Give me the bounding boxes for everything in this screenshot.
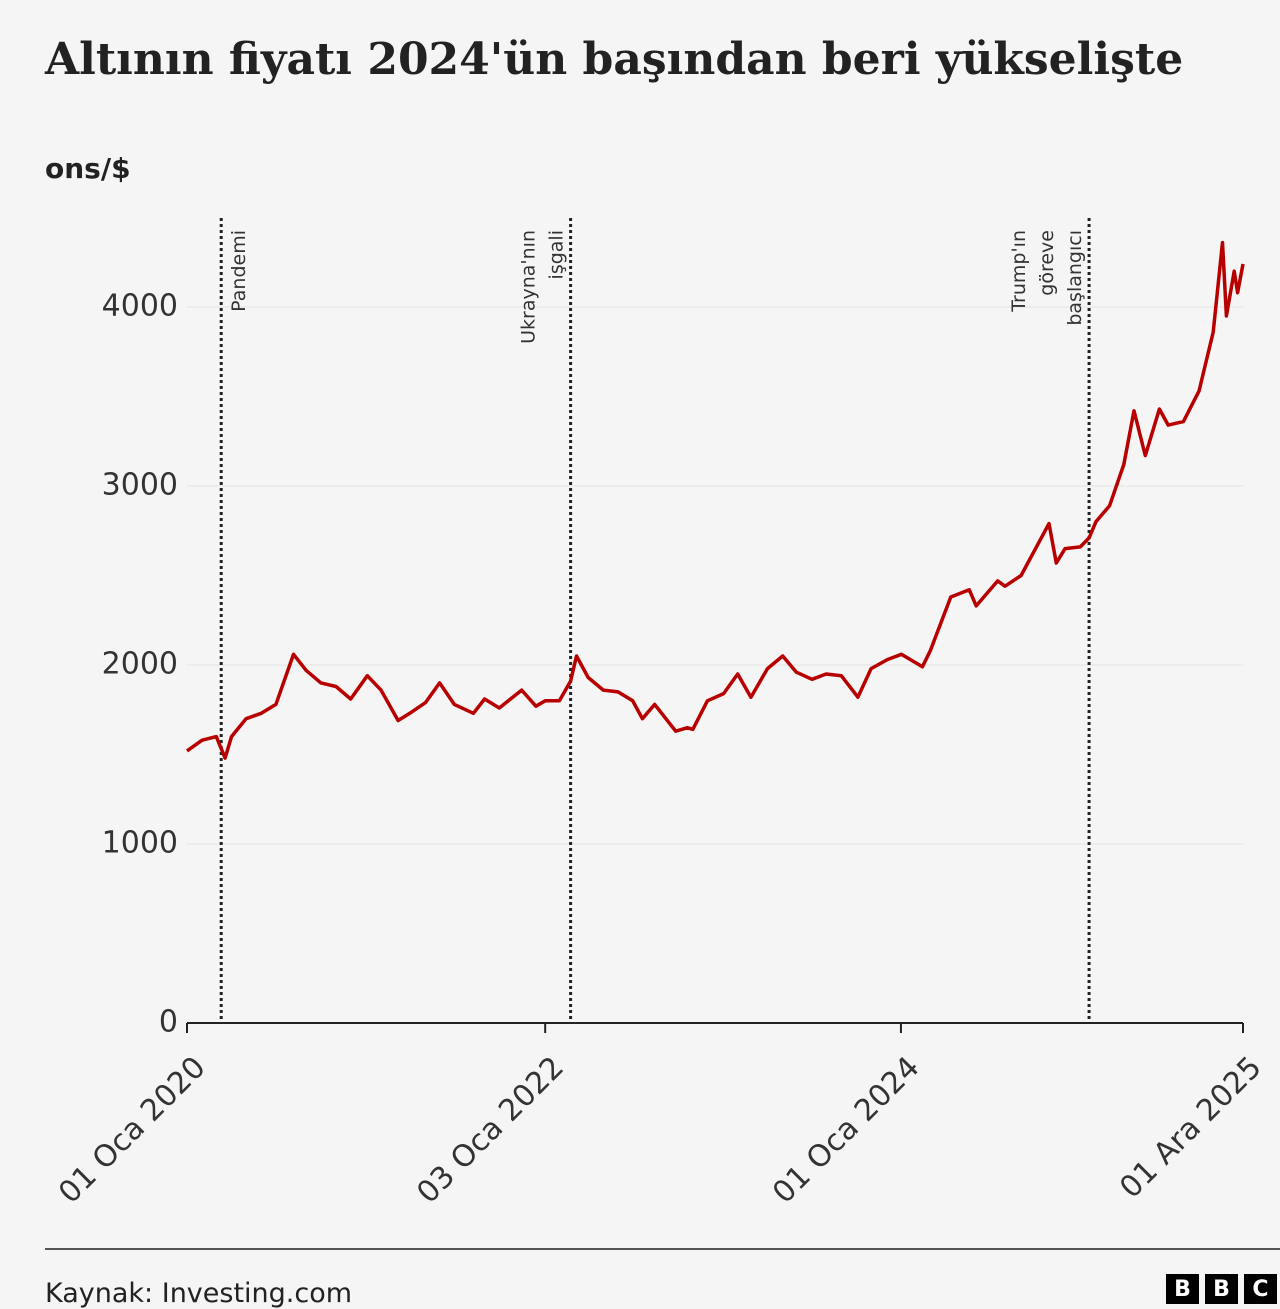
annotation-label: Pandemi <box>228 230 250 312</box>
chart-title: Altının fiyatı 2024'ün başından beri yük… <box>44 34 1183 85</box>
y-axis-label: ons/$ <box>45 152 131 185</box>
logo-block <box>1205 1274 1238 1304</box>
y-tick-label: 3000 <box>102 468 178 503</box>
logo-block <box>1244 1274 1277 1304</box>
y-tick-label: 0 <box>159 1005 178 1040</box>
annotation-label: Ukrayna'nın <box>518 230 540 344</box>
y-tick-label: 4000 <box>102 289 178 324</box>
y-tick-label: 1000 <box>102 826 178 861</box>
logo-letter: B <box>1174 1277 1191 1302</box>
logo-letter: B <box>1213 1277 1230 1302</box>
annotation-label: göreve <box>1036 230 1058 296</box>
annotation-label: Trump'ın <box>1008 230 1030 313</box>
y-tick-label: 2000 <box>102 647 178 682</box>
price-line <box>185 240 1245 760</box>
logo-block <box>1166 1274 1199 1304</box>
source: Kaynak: Investing.com <box>45 1278 352 1309</box>
annotation-label: işgali <box>546 230 568 279</box>
annotation-label: başlangıcı <box>1064 230 1086 326</box>
logo-letter: C <box>1252 1277 1268 1302</box>
